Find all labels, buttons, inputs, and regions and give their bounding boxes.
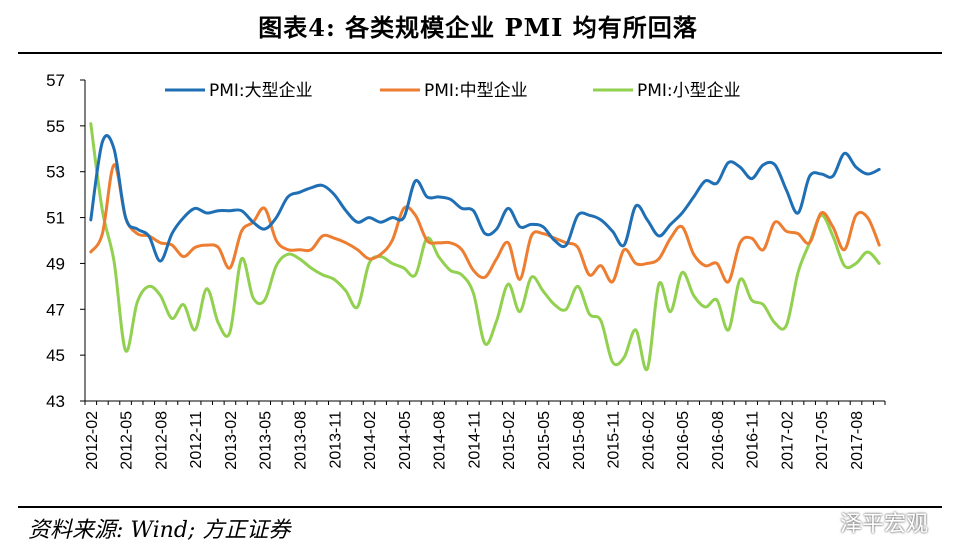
y-tick-label: 57: [46, 71, 65, 90]
title-divider: [18, 52, 942, 54]
y-tick-label: 55: [46, 117, 65, 136]
x-tick-label: 2012-05: [119, 411, 136, 470]
x-tick-label: 2014-05: [397, 411, 414, 470]
x-tick-label: 2013-02: [223, 411, 240, 470]
x-tick-label: 2016-05: [675, 411, 692, 470]
chart-legend: PMI:大型企业 PMI:中型企业 PMI:小型企业: [165, 81, 741, 101]
y-tick-label: 49: [46, 254, 65, 273]
x-tick-label: 2014-02: [362, 411, 379, 470]
watermark-text: 泽平宏观: [839, 512, 928, 537]
x-tick-label: 2013-08: [292, 411, 309, 470]
y-tick-label: 45: [46, 346, 65, 365]
y-tick-label: 51: [46, 209, 65, 228]
x-tick-label: 2017-08: [849, 411, 866, 470]
x-tick-label: 2015-02: [501, 411, 518, 470]
x-tick-label: 2017-05: [814, 411, 831, 470]
chart-axes: 43 45 47 49 51 53 55 57 2012-02 2012-05 2012-08 201…: [46, 71, 886, 470]
x-tick-label: 2015-08: [571, 411, 588, 470]
series-line-large: [89, 134, 881, 263]
footer-divider: [18, 506, 942, 508]
page-title: 图表4: 各类规模企业 PMI 均有所回落: [258, 13, 698, 42]
legend-label: PMI:小型企业: [637, 81, 741, 101]
y-tick-label: 43: [46, 392, 65, 411]
chart-series-layer: [89, 122, 881, 371]
x-tick-label: 2012-11: [188, 411, 205, 469]
legend-label: PMI:大型企业: [209, 81, 313, 101]
x-tick-label: 2016-02: [640, 411, 657, 470]
series-line-medium: [89, 163, 881, 284]
y-tick-label: 47: [46, 300, 65, 319]
x-tick-label: 2016-08: [710, 411, 727, 470]
x-tick-label: 2013-05: [258, 411, 275, 470]
x-tick-label: 2015-05: [536, 411, 553, 470]
x-tick-label: 2015-11: [606, 411, 623, 469]
x-tick-label: 2012-02: [84, 411, 101, 470]
x-tick-label: 2016-11: [745, 411, 762, 469]
x-tick-label: 2012-08: [153, 411, 170, 470]
legend-label: PMI:中型企业: [424, 81, 528, 101]
y-tick-label: 53: [46, 163, 65, 182]
x-tick-label: 2014-11: [466, 411, 483, 469]
wechat-icon: [806, 511, 833, 533]
x-tick-label: 2014-08: [432, 411, 449, 470]
watermark: 泽平宏观: [806, 506, 928, 538]
series-line-small: [89, 122, 881, 371]
x-tick-label: 2013-11: [327, 411, 344, 469]
source-note: 资料来源: Wind; 方正证券: [28, 518, 291, 543]
x-tick-label: 2017-02: [779, 411, 796, 470]
